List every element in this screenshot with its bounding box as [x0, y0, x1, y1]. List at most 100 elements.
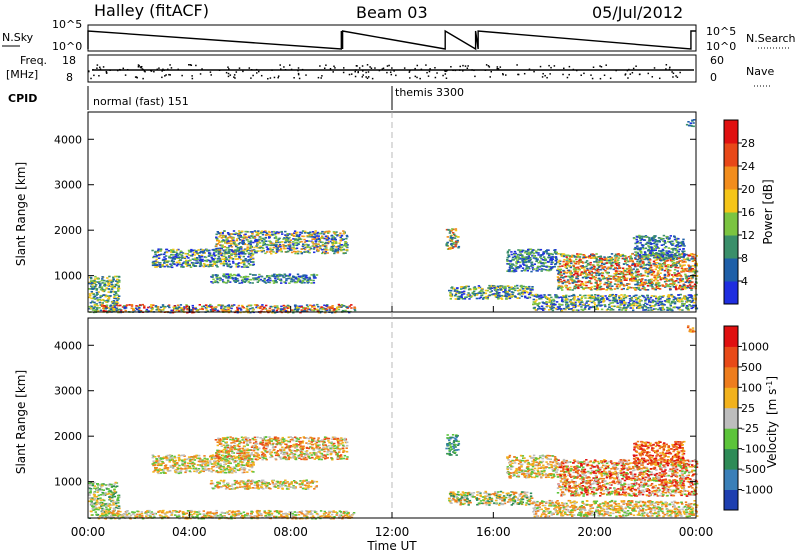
heatmap-cell [455, 242, 458, 245]
heatmap-cell [579, 274, 582, 276]
heatmap-cell [115, 284, 118, 286]
heatmap-cell [172, 250, 175, 252]
heatmap-cell [317, 305, 320, 308]
nave-dot [321, 75, 323, 77]
heatmap-cell [571, 276, 575, 278]
heatmap-cell [292, 311, 295, 314]
heatmap-cell [317, 311, 321, 314]
heatmap-cell [113, 291, 116, 293]
heatmap-cell [583, 287, 587, 289]
heatmap-cell [619, 282, 623, 285]
heatmap-cell [617, 259, 620, 261]
heatmap-cell [255, 306, 258, 309]
heatmap-cell [461, 286, 464, 288]
heatmap-cell [124, 307, 127, 309]
heatmap-cell [656, 256, 660, 258]
nave-dot [170, 67, 173, 69]
heatmap-cell [172, 254, 175, 256]
heatmap-cell [538, 294, 541, 297]
heatmap-cell [615, 264, 619, 267]
nave-dot [450, 66, 452, 68]
heatmap-cell [627, 286, 630, 288]
nave-dot [297, 73, 300, 76]
heatmap-cell [514, 268, 517, 271]
heatmap-cell [281, 241, 284, 243]
heatmap-cell [550, 296, 553, 299]
heatmap-cell [671, 259, 674, 261]
heatmap-cell [238, 257, 241, 259]
heatmap-cell [567, 275, 570, 278]
heatmap-cell [630, 297, 634, 300]
nave-dot [235, 71, 238, 73]
heatmap-cell [506, 252, 509, 254]
heatmap-cell [175, 249, 179, 251]
heatmap-cell [249, 247, 252, 249]
heatmap-cell [653, 241, 657, 244]
nave-dot [624, 74, 627, 76]
heatmap-cell [599, 282, 602, 285]
heatmap-cell [227, 274, 230, 277]
heatmap-cell [316, 303, 319, 306]
heatmap-cell [196, 252, 199, 254]
heatmap-cell [604, 305, 607, 308]
heatmap-cell [661, 285, 665, 287]
heatmap-cell [646, 289, 650, 291]
heatmap-cell [254, 274, 257, 276]
heatmap-cell [597, 274, 601, 277]
heatmap-cell [653, 235, 656, 237]
heatmap-cell [617, 280, 620, 283]
heatmap-cell [182, 266, 185, 268]
heatmap-cell [670, 255, 673, 258]
heatmap-cell [671, 258, 675, 260]
heatmap-cell [104, 310, 108, 312]
heatmap-cell [307, 232, 310, 234]
heatmap-cell [178, 306, 181, 308]
heatmap-cell [668, 280, 671, 282]
heatmap-cell [537, 252, 540, 254]
heatmap-cell [261, 304, 264, 306]
heatmap-cell [249, 237, 252, 240]
heatmap-cell [185, 255, 189, 258]
nave-dots [88, 64, 681, 80]
heatmap-cell [670, 243, 673, 245]
heatmap-cell [456, 291, 459, 293]
heatmap-cell [513, 255, 517, 258]
heatmap-cell [654, 249, 657, 251]
heatmap-cell [172, 248, 175, 251]
heatmap-cell [619, 284, 622, 286]
heatmap-cell [675, 237, 679, 240]
heatmap-cell [680, 267, 684, 270]
heatmap-cell [550, 303, 553, 305]
heatmap-cell [617, 295, 621, 297]
heatmap-cell [225, 239, 228, 241]
heatmap-cell [235, 266, 238, 268]
heatmap-cell [152, 304, 155, 306]
heatmap-cell [621, 253, 625, 256]
heatmap-cell [452, 241, 456, 244]
heatmap-cell [284, 230, 287, 233]
heatmap-cell [568, 289, 572, 291]
heatmap-cell [231, 278, 235, 280]
heatmap-cell [252, 278, 255, 281]
heatmap-cell [177, 257, 180, 259]
heatmap-cell [677, 241, 680, 243]
heatmap-cell [248, 259, 251, 262]
heatmap-cell [661, 253, 665, 255]
heatmap-cell [644, 247, 648, 250]
heatmap-cell [325, 230, 329, 233]
heatmap-cell [186, 263, 189, 266]
heatmap-cell [454, 244, 457, 246]
heatmap-cell [253, 304, 257, 306]
heatmap-cell [649, 239, 652, 242]
nave-dot [425, 64, 427, 66]
heatmap-cell [611, 258, 615, 261]
heatmap-cell [573, 306, 577, 309]
heatmap-cell [193, 254, 196, 256]
heatmap-cell [199, 308, 202, 310]
heatmap-cell [298, 233, 302, 236]
heatmap-cell [221, 309, 224, 311]
heatmap-cell [251, 254, 254, 257]
heatmap-cell [590, 253, 593, 256]
heatmap-cell [658, 267, 661, 269]
heatmap-cell [236, 244, 239, 247]
